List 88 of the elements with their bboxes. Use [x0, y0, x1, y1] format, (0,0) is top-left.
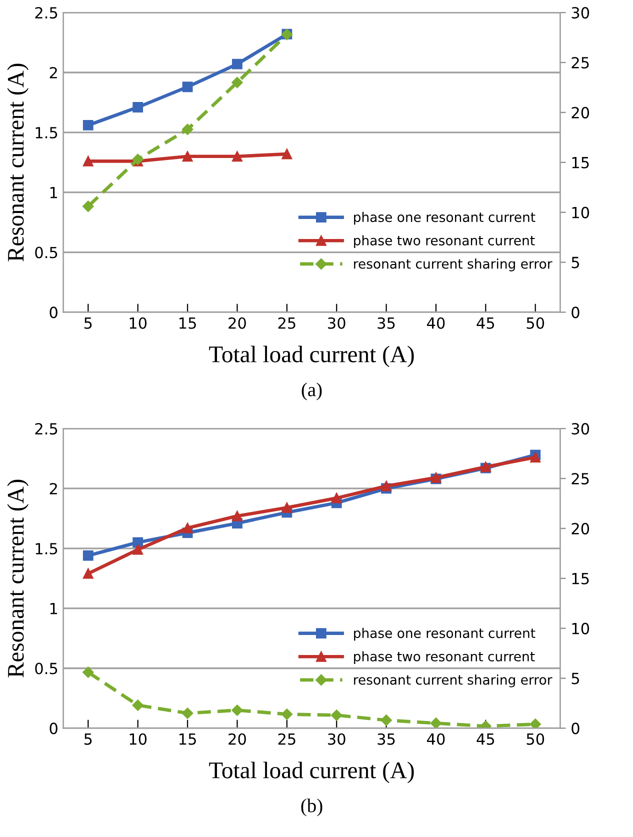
y-tick-label: 0.5 — [35, 246, 58, 258]
x-tick-label: 15 — [179, 734, 196, 745]
y2-tick-label: 20 — [572, 522, 590, 534]
y2-tick-label: 30 — [572, 7, 590, 19]
y2-tick-label: 25 — [572, 56, 589, 69]
point — [82, 666, 94, 678]
point — [132, 700, 144, 711]
legend-label: phase one resonant current — [354, 212, 536, 225]
x-tick-label: 30 — [328, 733, 346, 745]
x-tick-label: 50 — [526, 317, 544, 329]
y2-tick-label: 0 — [572, 722, 580, 734]
x-tick-label: 15 — [179, 318, 196, 329]
x-tick-label: 5 — [84, 734, 92, 745]
x-tick-label: 45 — [476, 318, 494, 329]
y-axis-title: Resonant current (A) — [7, 64, 29, 262]
y-tick-label: 1.5 — [36, 543, 58, 554]
y-tick-label: 2.5 — [35, 423, 58, 435]
y-axis-title: Resonant current (A) — [7, 480, 29, 678]
y-tick-label: 1 — [50, 602, 58, 614]
y-tick-label: 0 — [50, 306, 58, 318]
legend-label: phase one resonant current — [354, 628, 536, 641]
point — [380, 714, 392, 726]
point — [182, 151, 193, 162]
point — [232, 704, 243, 716]
y-tick-label: 0 — [50, 722, 58, 734]
legend-label: resonant current sharing error — [354, 674, 552, 688]
point — [82, 550, 94, 561]
point — [530, 718, 541, 728]
legend-label: phase two resonant current — [354, 235, 535, 248]
y2-tick-label: 30 — [572, 423, 590, 435]
x-tick-label: 5 — [84, 318, 92, 329]
point — [82, 568, 94, 579]
y2-tick-label: 0 — [572, 306, 580, 318]
point — [232, 76, 243, 88]
x-tick-label: 40 — [427, 317, 445, 329]
point — [132, 544, 144, 555]
point — [281, 708, 293, 720]
x-tick-label: 20 — [228, 733, 246, 745]
y2-tick-label: 5 — [572, 256, 580, 268]
y-tick-label: 2 — [50, 482, 57, 494]
y2-tick-label: 20 — [572, 106, 590, 118]
point — [232, 58, 242, 70]
y2-tick-label: 25 — [572, 472, 589, 485]
y-tick-label: 0.5 — [35, 662, 58, 674]
text: (a) — [302, 382, 322, 400]
point — [182, 82, 193, 92]
legend-label: resonant current sharing error — [354, 258, 552, 272]
x-tick-label: 30 — [328, 317, 346, 329]
point — [282, 148, 292, 160]
point — [282, 502, 292, 513]
x-tick-label: 25 — [278, 317, 296, 329]
point — [132, 102, 144, 112]
x-axis-title: Total load current (A) — [209, 346, 414, 368]
point — [331, 492, 342, 504]
x-tick-label: 10 — [130, 733, 147, 745]
y-tick-label: 1.5 — [36, 127, 58, 138]
point — [182, 522, 193, 534]
point — [182, 708, 194, 719]
y2-tick-label: 15 — [572, 573, 589, 584]
x-tick-label: 50 — [526, 733, 544, 745]
x-tick-label: 45 — [476, 734, 494, 745]
point — [82, 156, 94, 166]
point — [232, 510, 242, 522]
point — [430, 718, 442, 728]
x-tick-label: 35 — [378, 317, 395, 329]
point — [82, 120, 94, 130]
y-tick-label: 2.5 — [35, 7, 58, 19]
x-tick-label: 10 — [130, 317, 147, 329]
y-tick-label: 2 — [50, 66, 57, 78]
y-tick-label: 1 — [50, 187, 58, 198]
point — [330, 710, 342, 721]
x-tick-label: 20 — [228, 317, 246, 329]
point — [82, 200, 94, 212]
x-tick-label: 25 — [278, 733, 296, 745]
x-axis-title: Total load current (A) — [209, 762, 414, 784]
point — [132, 537, 144, 548]
point — [530, 452, 541, 463]
y2-tick-label: 10 — [572, 622, 590, 634]
text: (b) — [301, 798, 322, 816]
point — [182, 124, 194, 136]
y2-tick-label: 10 — [572, 206, 590, 218]
y2-tick-label: 15 — [572, 157, 589, 168]
x-tick-label: 35 — [378, 733, 395, 745]
point — [381, 480, 392, 492]
x-tick-label: 40 — [427, 733, 445, 745]
y2-tick-label: 5 — [572, 672, 580, 684]
point — [232, 151, 242, 162]
legend-label: phase two resonant current — [354, 651, 535, 664]
